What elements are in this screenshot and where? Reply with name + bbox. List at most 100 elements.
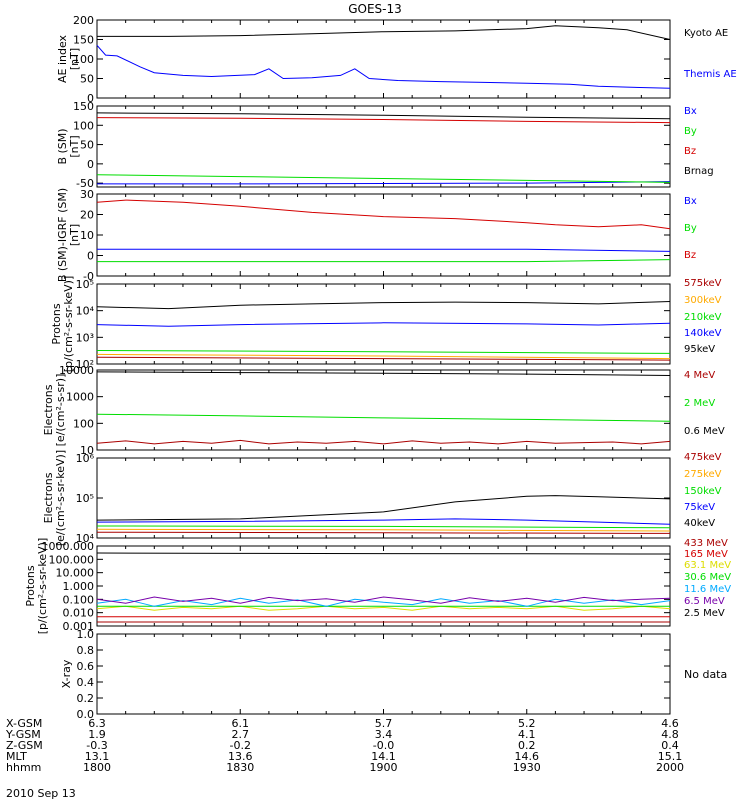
series-line-bx	[97, 181, 671, 185]
y-axis-label: X-ray	[60, 659, 73, 688]
legend-entry: 40keV	[684, 518, 715, 529]
series-line-themis-ae	[96, 44, 671, 89]
y-tick-label: 1000.000	[42, 540, 95, 553]
legend-entry: 165 MeV	[684, 549, 728, 560]
ephemeris-value: 13.1	[85, 750, 110, 763]
y-tick-label: 0.6	[77, 660, 95, 673]
y-axis-label: Electrons[e/(cm²-s-sr-keV)]	[42, 450, 67, 546]
y-tick-label: 10000	[59, 364, 94, 377]
ephemeris-value: 4.1	[518, 728, 536, 741]
y-tick-label: 20	[80, 209, 94, 222]
series-line-300kev	[96, 353, 671, 360]
y-tick-label: 50	[80, 73, 94, 86]
y-tick-label: 0.001	[63, 620, 95, 633]
ephemeris-value: 4.6	[661, 717, 679, 730]
y-tick-label: 100.000	[49, 553, 95, 566]
legend-entry: 95keV	[684, 344, 715, 355]
ephemeris-value: 3.4	[375, 728, 393, 741]
y-tick-label: 0.2	[77, 692, 95, 705]
ephemeris-value: -0.2	[230, 739, 251, 752]
ephemeris-label: Y-GSM	[5, 728, 41, 741]
legend-entry: 300keV	[684, 295, 722, 306]
ephemeris-value: 1830	[226, 761, 254, 774]
ephemeris-value: 14.6	[515, 750, 540, 763]
ephemeris-value: 1930	[513, 761, 541, 774]
y-tick-label: 0	[87, 158, 94, 171]
no-data-note: No data	[684, 668, 727, 681]
y-tick-label: 50	[80, 139, 94, 152]
legend-entry: 150keV	[684, 486, 722, 497]
series-line-0.6-mev	[96, 371, 671, 376]
series-line-4-mev	[96, 439, 671, 445]
ephemeris-value: 6.3	[88, 717, 106, 730]
series-line-6.5-mev	[96, 596, 671, 604]
panel-1: 0 50 100 150 200 AE index[nT] Kyoto AE Themis A…	[56, 14, 737, 105]
legend-entry: Bz	[684, 146, 696, 157]
y-tick-label: 0	[87, 250, 94, 263]
y-tick-label: 150	[73, 100, 94, 113]
legend-entry: By	[684, 223, 697, 234]
legend-entry: 4 MeV	[684, 370, 715, 381]
y-tick-label: 0.010	[63, 607, 95, 620]
series-line-275kev	[96, 528, 671, 532]
series-line-95kev	[96, 301, 671, 310]
ephemeris-value: 4.8	[661, 728, 679, 741]
ephemeris-value: 0.2	[518, 739, 536, 752]
y-axis-label: B (SM)-IGRF (SM)[nT]	[56, 188, 81, 282]
y-tick-label: 10⁵	[76, 492, 94, 505]
y-axis-label: Protons[p/(cm²-s-sr-keV)]	[50, 276, 75, 373]
legend-entry: By	[684, 126, 697, 137]
y-tick-label: 10⁵	[76, 278, 94, 291]
panel-6: 10⁴ 10⁵ 10⁶ Electrons[e/(cm²-s-sr-keV)] 475k…	[42, 450, 722, 546]
ephemeris-value: 13.6	[228, 750, 253, 763]
ephemeris-label: MLT	[6, 750, 27, 763]
series-line-bz	[96, 199, 671, 230]
legend-entry: 140keV	[684, 328, 722, 339]
legend-entry: Bz	[684, 250, 696, 261]
legend-entry: 2 MeV	[684, 398, 715, 409]
legend-entry: 475keV	[684, 452, 722, 463]
panel-8: 0.0 0.2 0.4 0.6 0.8 1.0 X-ray No data	[60, 628, 727, 721]
y-tick-label: 1.000	[63, 580, 95, 593]
series-line-575kev	[96, 356, 671, 361]
y-tick-label: 1000	[66, 391, 94, 404]
legend-entry: 6.5 MeV	[684, 596, 725, 607]
ephemeris-value: -0.0	[373, 739, 394, 752]
ephemeris-value: 15.1	[658, 750, 683, 763]
panel-frame	[96, 193, 671, 277]
y-tick-label: 1.0	[77, 628, 95, 641]
y-tick-label: 10²	[76, 358, 94, 371]
series-line-475kev	[96, 531, 671, 534]
y-tick-label: 30	[80, 188, 94, 201]
y-tick-label: 100	[73, 53, 94, 66]
y-tick-label: 10⁶	[76, 452, 95, 465]
legend-entry: 11.6 MeV	[684, 584, 731, 595]
ephemeris-label: X-GSM	[6, 717, 42, 730]
ephemeris-value: 0.4	[661, 739, 679, 752]
y-tick-label: 0.0	[77, 708, 95, 721]
y-tick-label: 10	[80, 444, 94, 457]
y-tick-label: 200	[73, 14, 94, 27]
legend-entry: 75keV	[684, 502, 715, 513]
y-tick-label: 0.100	[63, 593, 95, 606]
y-tick-label: 10.000	[56, 567, 95, 580]
y-axis-label: Protons[p/(cm²-s-sr-keV)]	[24, 538, 49, 635]
y-tick-label: 10³	[76, 331, 94, 344]
ephemeris-value: 5.7	[375, 717, 393, 730]
legend-entry: 30.6 MeV	[684, 572, 731, 583]
y-tick-label: 10	[80, 229, 94, 242]
y-tick-label: 100	[73, 417, 94, 430]
ephemeris-value: 2000	[656, 761, 684, 774]
y-axis-label: B (SM)[nT]	[56, 128, 81, 164]
ephemeris-value: 14.1	[371, 750, 396, 763]
y-tick-label: 0.8	[77, 644, 95, 657]
series-line-210kev	[96, 350, 671, 354]
series-line-by	[97, 259, 671, 263]
y-axis-label: AE index[nT]	[56, 34, 81, 83]
legend-entry: Kyoto AE	[684, 28, 728, 39]
ephemeris-value: 2.7	[232, 728, 250, 741]
legend-entry: 210keV	[684, 312, 722, 323]
